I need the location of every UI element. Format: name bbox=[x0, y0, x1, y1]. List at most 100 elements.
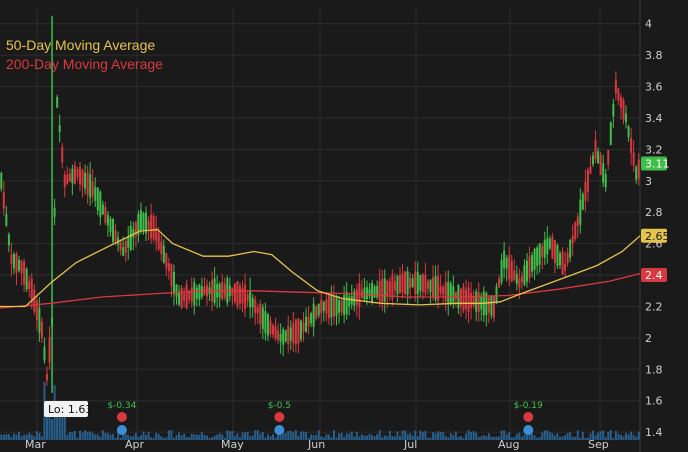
volume-bar bbox=[132, 435, 135, 440]
volume-bar bbox=[592, 430, 595, 440]
ma200-badge: 2.4 bbox=[645, 269, 663, 282]
candle-body bbox=[129, 225, 132, 251]
candle-body bbox=[119, 242, 122, 251]
low-callout-bg bbox=[44, 401, 88, 417]
candle-body bbox=[541, 246, 544, 257]
candle-body bbox=[584, 181, 587, 201]
candle-body bbox=[523, 265, 526, 285]
x-tick-label: Mar bbox=[25, 438, 46, 451]
volume-bar bbox=[305, 432, 308, 440]
candle-body bbox=[561, 251, 564, 275]
candle-body bbox=[86, 171, 89, 195]
candle-body bbox=[353, 291, 356, 306]
candle-body bbox=[355, 289, 358, 305]
candle-body bbox=[343, 295, 346, 315]
volume-bar bbox=[251, 435, 254, 440]
candle-body bbox=[414, 271, 417, 295]
y-tick-label: 3 bbox=[645, 175, 652, 188]
candle-body bbox=[632, 152, 635, 166]
y-tick-label: 3.2 bbox=[645, 143, 663, 156]
volume-bar bbox=[137, 436, 140, 440]
candle-body bbox=[406, 271, 409, 295]
volume-bar bbox=[371, 435, 374, 440]
volume-bar bbox=[365, 435, 368, 440]
candle-body bbox=[28, 280, 31, 289]
candle-body bbox=[198, 284, 201, 300]
volume-bar bbox=[619, 434, 622, 440]
volume-bar bbox=[584, 437, 587, 440]
candle-body bbox=[38, 307, 41, 333]
legend-ma200: 200-Day Moving Average bbox=[6, 56, 163, 72]
candle-body bbox=[365, 287, 368, 299]
event-q-icon bbox=[523, 425, 534, 435]
candle-body bbox=[614, 79, 617, 94]
volume-bar bbox=[63, 414, 66, 440]
volume-bar bbox=[508, 432, 511, 440]
candle-body bbox=[432, 277, 435, 297]
candle-body bbox=[556, 245, 559, 266]
candle-body bbox=[43, 346, 46, 361]
volume-bar bbox=[429, 437, 432, 440]
ma200-line bbox=[0, 272, 641, 309]
volume-bar bbox=[94, 434, 97, 440]
earnings-events[interactable]: $-0.34 $-0.5 $-0.19 bbox=[107, 401, 543, 435]
candle-body bbox=[12, 253, 15, 269]
candle-body bbox=[566, 252, 569, 264]
volume-bar bbox=[99, 436, 102, 440]
volume-bar bbox=[358, 436, 361, 440]
price-badges: 3.11 2.65 2.4 bbox=[641, 156, 670, 283]
candle-body bbox=[76, 169, 79, 177]
volume-bar bbox=[432, 432, 435, 440]
volume-bar bbox=[320, 436, 323, 440]
volume-bar bbox=[170, 430, 173, 440]
volume-bar bbox=[167, 430, 170, 440]
candle-body bbox=[294, 319, 297, 345]
candle-body bbox=[249, 289, 252, 308]
volume-bar bbox=[15, 434, 18, 440]
low-callout: Lo: 1.63 bbox=[44, 401, 92, 417]
candle-body bbox=[467, 287, 470, 313]
volume-bar bbox=[114, 437, 117, 440]
volume-bar bbox=[612, 437, 615, 440]
candle-body bbox=[338, 300, 341, 313]
volume-bar bbox=[353, 436, 356, 440]
volume-bar bbox=[228, 431, 231, 440]
volume-bar bbox=[142, 431, 145, 440]
candle-body bbox=[239, 285, 241, 304]
candle-body bbox=[139, 210, 142, 230]
candle-body bbox=[531, 254, 534, 272]
volume-bar bbox=[188, 437, 191, 440]
volume-bar bbox=[533, 435, 536, 440]
volume-bar bbox=[312, 435, 315, 440]
event-q-icon bbox=[274, 425, 285, 435]
volume-bar bbox=[315, 434, 318, 440]
candle-body bbox=[322, 301, 325, 311]
volume-bar bbox=[79, 430, 81, 440]
candle-body bbox=[604, 174, 607, 188]
volume-bar bbox=[559, 436, 561, 440]
x-tick-label: Jul bbox=[403, 438, 417, 451]
volume-bar bbox=[327, 434, 330, 440]
y-tick-label: 4 bbox=[645, 18, 652, 31]
candle-body bbox=[178, 292, 181, 305]
volume-bar bbox=[45, 416, 48, 440]
candle-body bbox=[622, 100, 625, 121]
candle-body bbox=[157, 232, 160, 250]
volume-bar bbox=[38, 432, 41, 440]
last-price-badge: 3.11 bbox=[645, 158, 670, 171]
volume-bar bbox=[391, 436, 394, 440]
volume-bar bbox=[627, 434, 630, 440]
volume-bar bbox=[86, 431, 89, 440]
last-price-badge-bg bbox=[641, 156, 667, 171]
volume-bar bbox=[231, 431, 234, 440]
candle-body bbox=[106, 214, 109, 226]
volume-bar bbox=[145, 434, 148, 440]
candle-body bbox=[147, 220, 150, 229]
volume-bar bbox=[124, 434, 127, 440]
candle-body bbox=[310, 313, 313, 324]
volume-bar bbox=[2, 434, 5, 440]
candle-body bbox=[498, 278, 501, 288]
candle-body bbox=[124, 241, 127, 253]
volume-bar bbox=[178, 432, 181, 440]
